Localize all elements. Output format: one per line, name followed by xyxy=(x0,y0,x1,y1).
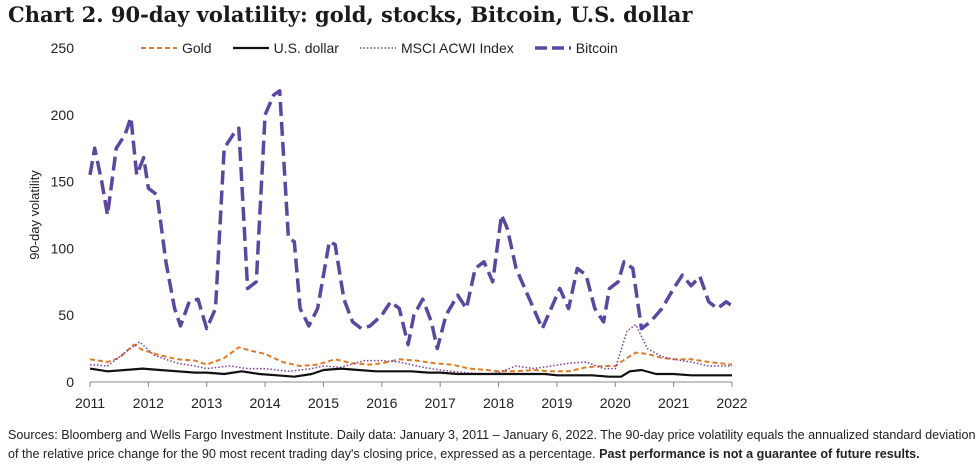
series-line-gold xyxy=(89,343,733,373)
chart-footnote: Sources: Bloomberg and Wells Fargo Inves… xyxy=(8,426,976,464)
series-line-msci-acwi-index xyxy=(89,323,732,375)
legend-item-gold: Gold xyxy=(140,40,212,56)
x-tick-label: 2020 xyxy=(600,395,631,411)
y-tick-label: 100 xyxy=(51,240,75,256)
legend-swatch-bitcoin xyxy=(534,46,571,50)
footnote-text: Sources: Bloomberg and Wells Fargo Inves… xyxy=(8,428,976,461)
legend-label-msci: MSCI ACWI Index xyxy=(400,40,514,56)
chart-plot: 0 50 100 150 200 250 2011 2012 2013 2014 2015 2016 2… xyxy=(27,40,748,411)
legend-label-bitcoin: Bitcoin xyxy=(575,40,618,56)
legend-item-bitcoin: Bitcoin xyxy=(534,40,618,56)
series-line-u-s-dollar xyxy=(89,367,732,378)
x-tick-label: 2018 xyxy=(483,395,514,411)
legend-label-gold: Gold xyxy=(182,40,212,56)
x-tick-label: 2017 xyxy=(425,395,456,411)
chart-legend: Gold U.S. dollar MSCI ACWI Index Bitcoin xyxy=(140,40,618,56)
legend-swatch-gold xyxy=(141,47,177,49)
y-tick-label: 200 xyxy=(51,107,75,123)
legend-item-usd: U.S. dollar xyxy=(232,40,339,56)
x-tick-label: 2015 xyxy=(308,395,339,411)
legend-item-msci: MSCI ACWI Index xyxy=(359,40,514,56)
series-line-bitcoin xyxy=(88,89,733,351)
y-tick-label: 0 xyxy=(66,374,74,390)
chart-title: Chart 2. 90-day volatility: gold, stocks… xyxy=(8,2,693,27)
y-tick-label: 250 xyxy=(51,40,75,56)
legend-swatch-usd xyxy=(232,46,269,50)
x-tick-label: 2011 xyxy=(75,395,105,411)
x-tick-label: 2019 xyxy=(541,395,572,411)
footnote-disclaimer: Past performance is not a guarantee of f… xyxy=(599,447,920,461)
y-axis-label: 90-day volatility xyxy=(27,170,42,260)
x-tick-label: 2022 xyxy=(716,395,747,411)
y-tick-label: 50 xyxy=(58,307,74,323)
x-tick-label: 2021 xyxy=(658,395,689,411)
x-tick-label: 2012 xyxy=(133,395,164,411)
legend-swatch-msci xyxy=(359,47,396,49)
legend-label-usd: U.S. dollar xyxy=(273,40,339,56)
x-tick-label: 2013 xyxy=(191,395,222,411)
x-tick-label: 2014 xyxy=(250,395,281,411)
y-tick-label: 150 xyxy=(51,174,75,190)
x-tick-label: 2016 xyxy=(366,395,397,411)
